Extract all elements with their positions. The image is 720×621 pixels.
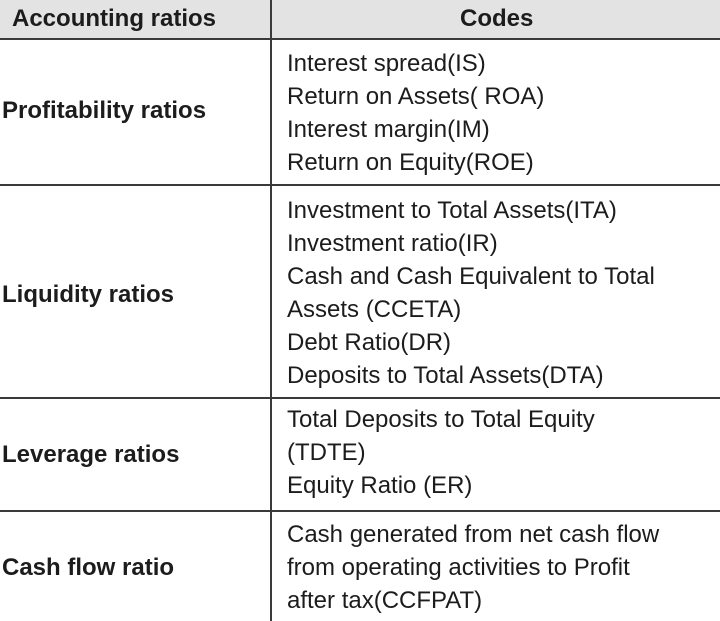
table-header-row: Accounting ratios Codes (0, 0, 720, 40)
codes-list: Total Deposits to Total Equity (TDTE) Eq… (287, 403, 595, 502)
codes-cell: Total Deposits to Total Equity (TDTE) Eq… (272, 399, 720, 510)
codes-cell: Interest spread(IS) Return on Assets( RO… (272, 40, 720, 184)
code-item: Debt Ratio(DR) (287, 329, 452, 356)
category-cell: Leverage ratios (0, 399, 272, 510)
codes-cell: Investment to Total Assets(ITA) Investme… (272, 186, 720, 397)
code-item: after tax(CCFPAT) (287, 587, 483, 614)
category-cell: Cash flow ratio (0, 512, 272, 621)
code-item: Interest margin(IM) (287, 116, 490, 143)
code-item: Interest spread(IS) (287, 50, 486, 77)
table-row-profitability: Profitability ratios Interest spread(IS)… (0, 40, 720, 186)
code-item: Total Deposits to Total Equity (287, 406, 595, 433)
header-cell-category: Accounting ratios (0, 0, 272, 38)
header-cell-codes: Codes (272, 0, 720, 38)
code-item: Return on Equity(ROE) (287, 149, 534, 176)
code-item: (TDTE) (287, 439, 366, 466)
code-item: Investment to Total Assets(ITA) (287, 197, 617, 224)
codes-list: Interest spread(IS) Return on Assets( RO… (287, 47, 544, 179)
codes-cell: Cash generated from net cash flow from o… (272, 512, 720, 621)
code-item: Cash and Cash Equivalent to Total (287, 263, 655, 290)
code-item: Assets (CCETA) (287, 296, 462, 323)
header-category-label: Accounting ratios (12, 5, 217, 32)
codes-list: Investment to Total Assets(ITA) Investme… (287, 194, 655, 392)
category-label: Liquidity ratios (2, 281, 175, 308)
table-row-liquidity: Liquidity ratios Investment to Total Ass… (0, 186, 720, 399)
code-item: Equity Ratio (ER) (287, 472, 473, 499)
code-item: Return on Assets( ROA) (287, 83, 545, 110)
category-cell: Liquidity ratios (0, 186, 272, 397)
category-cell: Profitability ratios (0, 40, 272, 184)
table-row-leverage: Leverage ratios Total Deposits to Total … (0, 399, 720, 512)
category-label: Profitability ratios (2, 97, 207, 124)
code-item: Investment ratio(IR) (287, 230, 498, 257)
codes-list: Cash generated from net cash flow from o… (287, 518, 659, 617)
code-item: Cash generated from net cash flow (287, 521, 660, 548)
code-item: from operating activities to Profit (287, 554, 630, 581)
table-row-cash-flow: Cash flow ratio Cash generated from net … (0, 512, 720, 621)
header-codes-label: Codes (460, 5, 534, 32)
category-label: Cash flow ratio (2, 554, 175, 581)
code-item: Deposits to Total Assets(DTA) (287, 362, 604, 389)
category-label: Leverage ratios (2, 441, 180, 468)
